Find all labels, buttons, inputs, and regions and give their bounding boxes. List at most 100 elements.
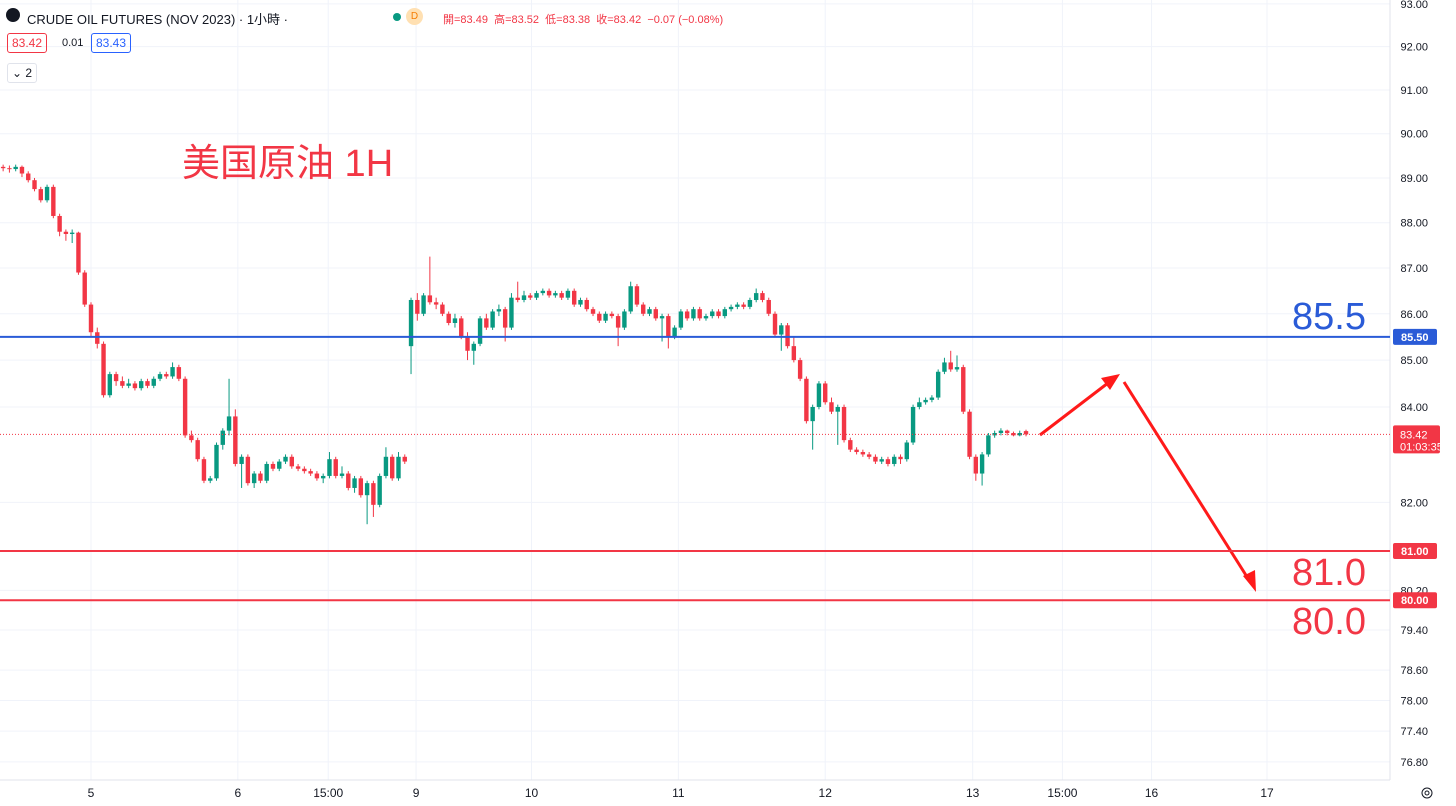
candle-body — [233, 416, 238, 464]
candle-body — [848, 440, 853, 450]
ohlc-change: −0.07 (−0.08%) — [647, 14, 724, 26]
candle-body — [107, 374, 113, 396]
candle-body — [609, 313, 615, 317]
ohlc-low: 低=83.38 — [545, 14, 591, 26]
x-tick-label: 16 — [1145, 786, 1159, 800]
candle-body — [339, 473, 345, 476]
candle-body — [885, 459, 891, 464]
buy-button[interactable]: 83.43 — [91, 33, 132, 53]
candle-body — [314, 473, 320, 479]
logo — [6, 8, 20, 22]
candle-body — [559, 293, 564, 298]
candle-body — [477, 318, 483, 344]
candle-body — [7, 168, 12, 170]
ohlc-legend: 開=83.49 高=83.52 低=83.38 收=83.42 −0.07 (−… — [443, 11, 723, 27]
settings-icon[interactable] — [1421, 787, 1433, 799]
indicator-count: 2 — [25, 66, 33, 80]
candle-body — [415, 299, 420, 314]
candle-body — [1017, 432, 1022, 436]
candle-body — [597, 313, 602, 321]
x-tick-label: 15:00 — [1047, 786, 1077, 800]
candle-body — [333, 459, 338, 476]
candle-body — [546, 290, 552, 296]
candle-body — [935, 371, 941, 398]
candle-body — [540, 290, 546, 294]
candle-body — [182, 378, 188, 436]
candle-body — [63, 231, 69, 234]
level-annotation: 81.0 — [1292, 552, 1366, 594]
candle-body — [898, 456, 903, 460]
candle-body — [138, 381, 144, 389]
badge: D — [406, 8, 423, 25]
candle-body — [214, 444, 219, 479]
candle-body — [157, 374, 163, 379]
candle-body — [647, 309, 652, 314]
candle-body — [239, 456, 244, 464]
candle-body — [979, 454, 985, 474]
candle-body — [1005, 430, 1010, 433]
candle-body — [791, 346, 797, 361]
candle-body — [772, 313, 778, 335]
candle-body — [132, 383, 138, 389]
candle-body — [13, 166, 18, 170]
candle-body — [113, 374, 119, 382]
candle-body — [208, 478, 213, 481]
sell-button[interactable]: 83.42 — [7, 33, 48, 53]
candle-body — [753, 293, 759, 300]
x-tick-label: 6 — [234, 786, 241, 800]
x-tick-label: 12 — [819, 786, 833, 800]
candle-body — [51, 186, 56, 216]
indicators-toggle[interactable]: ⌄ 2 — [7, 63, 38, 83]
candle-body — [402, 456, 407, 462]
candle-body — [289, 456, 295, 467]
candle-body — [797, 360, 803, 379]
ohlc-close: 收=83.42 — [596, 14, 642, 26]
candle-body — [760, 293, 765, 300]
y-tick-label: 85.00 — [1400, 355, 1428, 367]
candle-body — [747, 299, 753, 307]
candle-body — [722, 309, 728, 317]
candle-body — [766, 299, 771, 314]
candle-body — [923, 399, 928, 403]
candle-body — [948, 362, 953, 370]
candle-body — [961, 367, 966, 412]
candle-body — [910, 406, 916, 443]
candle-body — [584, 299, 589, 310]
candle-body — [283, 456, 288, 462]
y-tick-label: 90.00 — [1400, 129, 1428, 141]
level-price-label: 85.50 — [1401, 332, 1429, 344]
candle-body — [346, 473, 351, 488]
candle-body — [101, 343, 106, 396]
candle-body — [678, 311, 684, 328]
candle-body — [741, 304, 746, 307]
grid — [0, 0, 1390, 780]
x-tick-label: 10 — [525, 786, 539, 800]
candle-body — [684, 311, 690, 319]
candle-body — [57, 215, 62, 232]
level-price-label: 80.00 — [1401, 595, 1429, 607]
candle-body — [0, 166, 6, 169]
y-tick-label: 82.00 — [1400, 497, 1428, 509]
candle-body — [879, 459, 884, 462]
candle-body — [95, 332, 100, 344]
candle-body — [716, 311, 721, 317]
candle-body — [88, 304, 94, 333]
candle-body — [810, 406, 815, 422]
arrow — [1039, 374, 1256, 592]
x-tick-label: 5 — [88, 786, 95, 800]
x-tick-label: 15:00 — [313, 786, 343, 800]
last-price-box — [1393, 425, 1440, 454]
candle-body — [44, 186, 50, 201]
candle-body — [873, 456, 878, 462]
spread: 0.01 — [62, 37, 84, 49]
candle-body — [917, 402, 922, 407]
candle-body — [427, 295, 433, 303]
candle-body — [26, 173, 31, 181]
candle-body — [502, 309, 508, 328]
candle-body — [396, 456, 401, 479]
candle-body — [352, 478, 357, 488]
symbol: CRUDE OIL FUTURES (NOV 2023) · 1小時 · — [27, 12, 289, 27]
candle-body — [804, 378, 809, 422]
candle-body — [201, 459, 207, 481]
